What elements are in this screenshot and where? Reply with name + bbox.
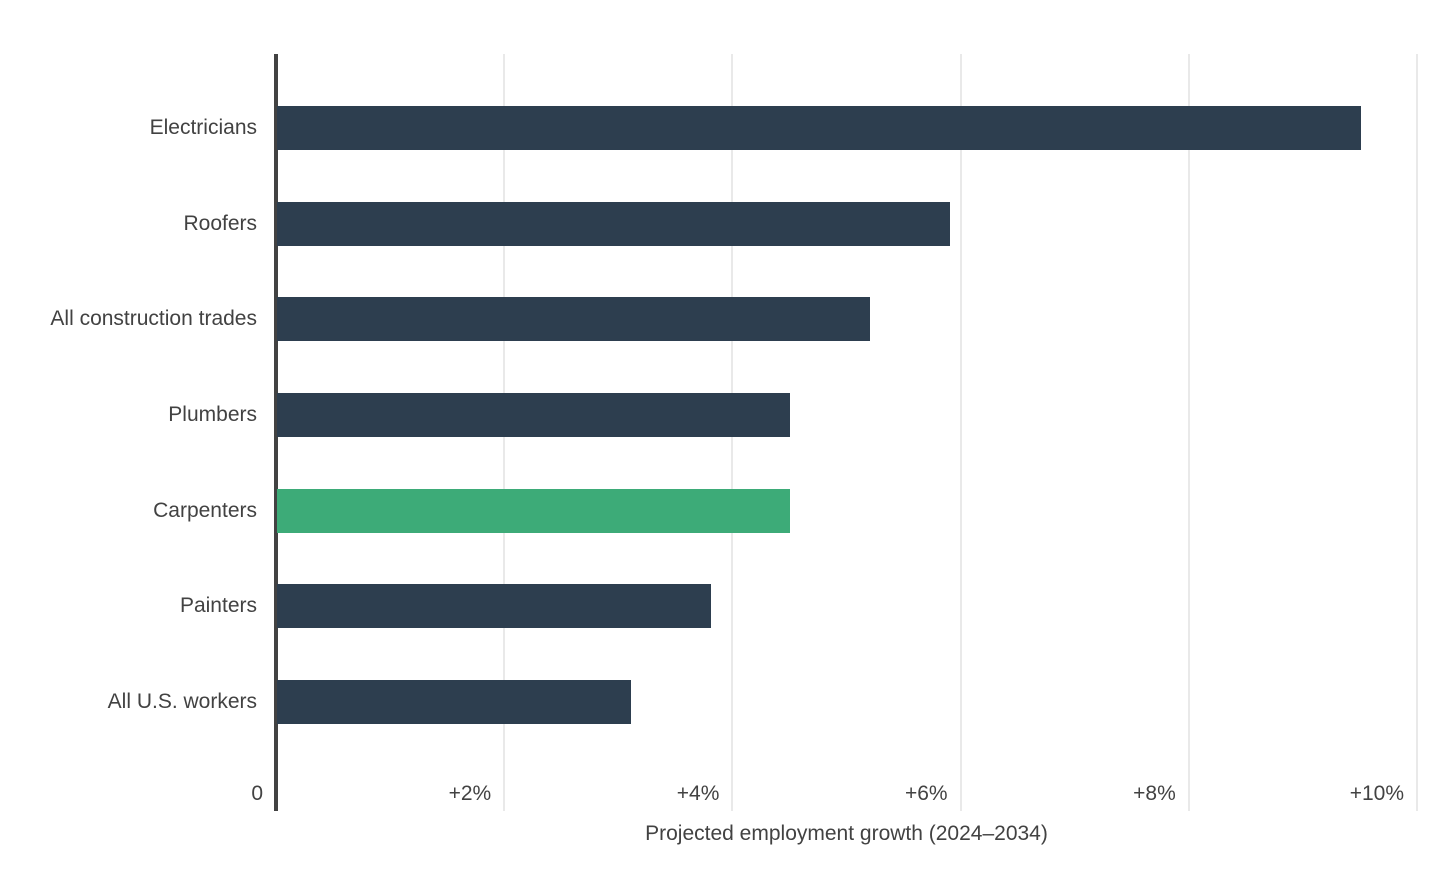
bar-painters <box>277 584 711 629</box>
category-label-all-construction-trades: All construction trades <box>50 307 257 331</box>
category-label-painters: Painters <box>179 594 257 618</box>
category-label-electricians: Electricians <box>149 116 257 139</box>
bar-plumbers <box>277 393 791 437</box>
gridline-8pct <box>1187 54 1190 811</box>
category-label-roofers: Roofers <box>183 211 257 235</box>
x-tick-label-4pct: +4% <box>676 782 720 805</box>
category-label-carpenters: Carpenters <box>153 498 257 522</box>
x-tick-label-6pct: +6% <box>904 782 948 805</box>
x-tick-label-2pct: +2% <box>448 782 492 805</box>
x-axis-title: Projected employment growth (2024–2034) <box>645 822 1048 845</box>
y-axis-line <box>274 54 278 811</box>
x-tick-label-0pct: 0 <box>251 782 263 805</box>
bar-all-construction-trades <box>277 297 871 342</box>
category-label-all-u-s-workers: All U.S. workers <box>107 690 257 714</box>
bar-carpenters <box>277 488 791 533</box>
bar-electricians <box>277 106 1361 150</box>
x-tick-label-10pct: +10% <box>1349 782 1404 805</box>
category-label-plumbers: Plumbers <box>168 403 257 426</box>
gridline-10pct <box>1416 54 1418 811</box>
bar-roofers <box>277 201 951 246</box>
x-tick-label-8pct: +8% <box>1133 782 1176 805</box>
bar-all-u-s-workers <box>277 680 631 725</box>
gridline-6pct <box>959 54 962 811</box>
